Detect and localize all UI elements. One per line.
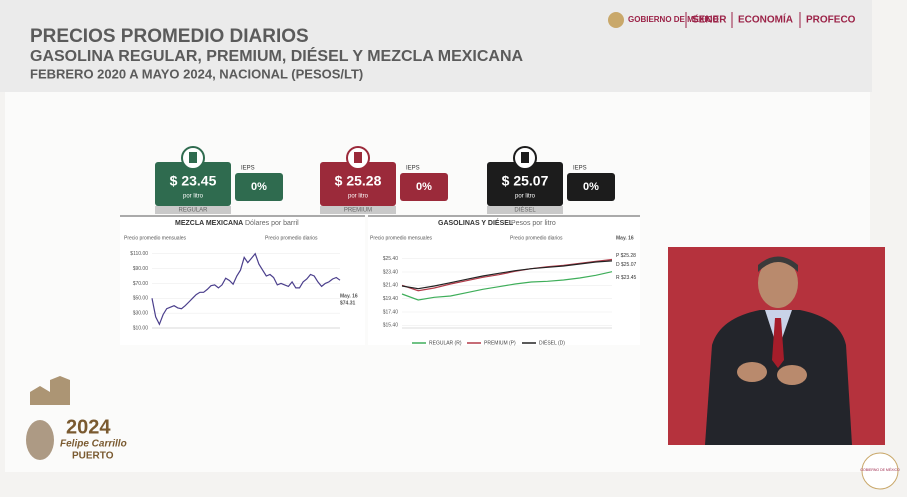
price-unit: por litro bbox=[348, 194, 369, 200]
legend-label: DIÉSEL (D) bbox=[539, 339, 565, 346]
logo-year: 2024 bbox=[66, 416, 111, 438]
building-icon bbox=[30, 376, 70, 405]
interpreter-hand bbox=[777, 365, 807, 385]
logo-text: GOBIERNO DE MÉXICO bbox=[628, 15, 719, 24]
y-tick-label: $21.40 bbox=[383, 283, 399, 289]
label-strip bbox=[487, 206, 563, 214]
end-label: P $25.28 bbox=[616, 253, 636, 259]
price-unit: por litro bbox=[183, 194, 204, 200]
chart-title: MEZCLA MEXICANA bbox=[175, 220, 243, 227]
interpreter-hair bbox=[758, 256, 798, 272]
y-tick-label: $25.40 bbox=[383, 256, 399, 262]
series-line bbox=[401, 260, 613, 290]
logo-name: Felipe Carrillo bbox=[60, 439, 127, 450]
label-strip bbox=[155, 206, 231, 214]
logo-text: ECONOMÍA bbox=[738, 13, 793, 26]
legend-label: REGULAR (R) bbox=[429, 340, 462, 346]
tax-value: 0% bbox=[416, 181, 432, 193]
y-tick-label: $110.00 bbox=[130, 251, 148, 257]
y-tick-label: $23.40 bbox=[383, 269, 399, 275]
pump-glyph bbox=[521, 152, 529, 163]
corner-badge bbox=[861, 452, 899, 490]
tax-label: IEPS bbox=[241, 166, 255, 172]
interpreter-hand bbox=[737, 362, 767, 382]
chart-unit: Dólares por barril bbox=[245, 220, 299, 227]
period: FEBRERO 2020 A MAYO 2024, NACIONAL (PESO… bbox=[30, 66, 363, 81]
price-card bbox=[487, 162, 563, 206]
price-unit: por litro bbox=[515, 194, 536, 200]
portrait-icon bbox=[26, 420, 54, 460]
annotation: $74.31 bbox=[340, 300, 356, 306]
end-label: D $25.07 bbox=[616, 262, 637, 268]
tax-value: 0% bbox=[583, 181, 599, 193]
tax-box bbox=[400, 173, 448, 201]
tax-box bbox=[567, 173, 615, 201]
chart-title: GASOLINAS Y DIÉSEL bbox=[438, 218, 514, 227]
pump-glyph bbox=[189, 152, 197, 163]
y-tick-label: $70.00 bbox=[133, 281, 149, 287]
annotation: Precio promedio mensuales bbox=[370, 235, 432, 241]
tax-label: IEPS bbox=[573, 166, 587, 172]
fuel-label: DIÉSEL bbox=[514, 207, 536, 214]
y-tick-label: $30.00 bbox=[133, 310, 149, 316]
price-value: $ 25.07 bbox=[502, 173, 549, 189]
tax-box bbox=[235, 173, 283, 201]
y-tick-label: $50.00 bbox=[133, 296, 149, 302]
y-tick-label: $10.00 bbox=[133, 325, 149, 331]
chart-panel bbox=[368, 215, 640, 345]
price-value: $ 23.45 bbox=[170, 173, 217, 189]
series-line bbox=[151, 252, 341, 326]
interpreter-head bbox=[758, 258, 798, 308]
pump-glyph bbox=[354, 152, 362, 163]
header-band bbox=[0, 0, 872, 92]
price-value: $ 25.28 bbox=[335, 173, 382, 189]
tax-value: 0% bbox=[251, 181, 267, 193]
series-line bbox=[401, 258, 613, 292]
shield-icon bbox=[608, 12, 624, 28]
series-line bbox=[401, 271, 613, 301]
logo-text: PROFECO bbox=[806, 15, 856, 26]
price-card bbox=[155, 162, 231, 206]
price-card bbox=[320, 162, 396, 206]
y-tick-label: $19.40 bbox=[383, 296, 399, 302]
annotation: Precio promedio diarios bbox=[510, 235, 563, 241]
fuel-label: PREMIUM bbox=[344, 208, 372, 214]
y-tick-label: $90.00 bbox=[133, 266, 149, 272]
y-tick-label: $15.40 bbox=[383, 323, 399, 329]
subtitle: GASOLINA REGULAR, PREMIUM, DIÉSEL Y MEZC… bbox=[30, 46, 524, 65]
corner-logo-text: GOBIERNO DE MÉXICO bbox=[860, 467, 900, 472]
fuel-label: REGULAR bbox=[178, 208, 208, 214]
annotation: Precio promedio mensuales bbox=[124, 235, 186, 241]
annotation: May. 16 bbox=[340, 293, 358, 299]
title: PRECIOS PROMEDIO DIARIOS bbox=[30, 26, 309, 47]
annotation: May. 16 bbox=[616, 235, 634, 241]
end-label: R $23.45 bbox=[616, 275, 637, 281]
chart-panel bbox=[120, 215, 365, 345]
label-strip bbox=[320, 206, 396, 214]
annotation: Precio promedio diarios bbox=[265, 235, 318, 241]
tax-label: IEPS bbox=[406, 166, 420, 172]
chart-unit: Pesos por litro bbox=[511, 220, 556, 227]
logo-text: SENER bbox=[692, 15, 727, 26]
legend-label: PREMIUM (P) bbox=[484, 340, 516, 346]
logo-place: PUERTO bbox=[72, 451, 114, 462]
y-tick-label: $17.40 bbox=[383, 309, 399, 315]
interpreter-tie bbox=[772, 318, 784, 368]
